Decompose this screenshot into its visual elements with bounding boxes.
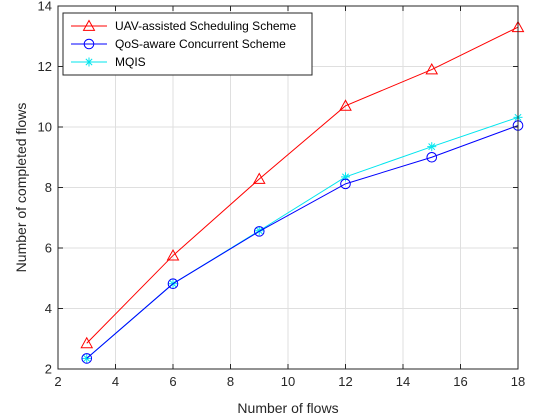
x-tick-label: 8 (227, 374, 234, 389)
series-line (86, 26, 519, 344)
series-circle (81, 120, 524, 364)
x-axis-label: Number of flows (237, 400, 338, 416)
data-point (167, 278, 179, 289)
x-tick-label: 2 (54, 374, 61, 389)
x-tick-label: 4 (112, 374, 119, 389)
legend-marker (83, 38, 95, 50)
x-tick-label: 14 (396, 374, 410, 389)
data-point (252, 172, 266, 184)
x-tick-label: 6 (169, 374, 176, 389)
legend-item: QoS-aware Concurrent Scheme (71, 37, 286, 51)
data-point (253, 226, 265, 237)
legend-label: QoS-aware Concurrent Scheme (115, 37, 286, 51)
y-tick-label: 2 (45, 362, 52, 377)
data-point (340, 178, 351, 190)
data-point (427, 142, 437, 152)
legend-marker (84, 57, 94, 67)
legend: UAV-assisted Scheduling Scheme QoS-aware … (62, 12, 313, 76)
data-point (425, 62, 439, 75)
data-point (166, 249, 180, 261)
y-tick-label: 12 (38, 59, 52, 74)
y-tick-label: 6 (45, 241, 52, 256)
data-point (339, 99, 352, 111)
legend-item: UAV-assisted Scheduling Scheme (71, 19, 297, 33)
axis-ticks: 2 4 6 8 10 12 14 16 18 2 4 6 8 10 12 14 (38, 0, 526, 389)
y-tick-label: 8 (45, 180, 52, 195)
legend-marker (82, 19, 96, 31)
data-point (426, 151, 438, 163)
legend-item: MQIS (71, 55, 146, 69)
y-tick-label: 4 (45, 301, 52, 316)
x-tick-label: 10 (281, 374, 295, 389)
y-tick-label: 14 (38, 0, 52, 14)
legend-label: UAV-assisted Scheduling Scheme (115, 19, 297, 33)
legend-label: MQIS (115, 55, 146, 69)
series-line (86, 125, 519, 359)
marker-stroke (85, 58, 93, 66)
y-tick-label: 10 (38, 120, 52, 135)
x-tick-label: 16 (453, 374, 467, 389)
x-tick-label: 18 (511, 374, 525, 389)
marker-stroke (428, 143, 436, 151)
x-tick-label: 12 (338, 374, 352, 389)
data-point (81, 353, 93, 364)
data-point (80, 336, 94, 349)
y-axis-label: Number of completed flows (13, 103, 29, 273)
